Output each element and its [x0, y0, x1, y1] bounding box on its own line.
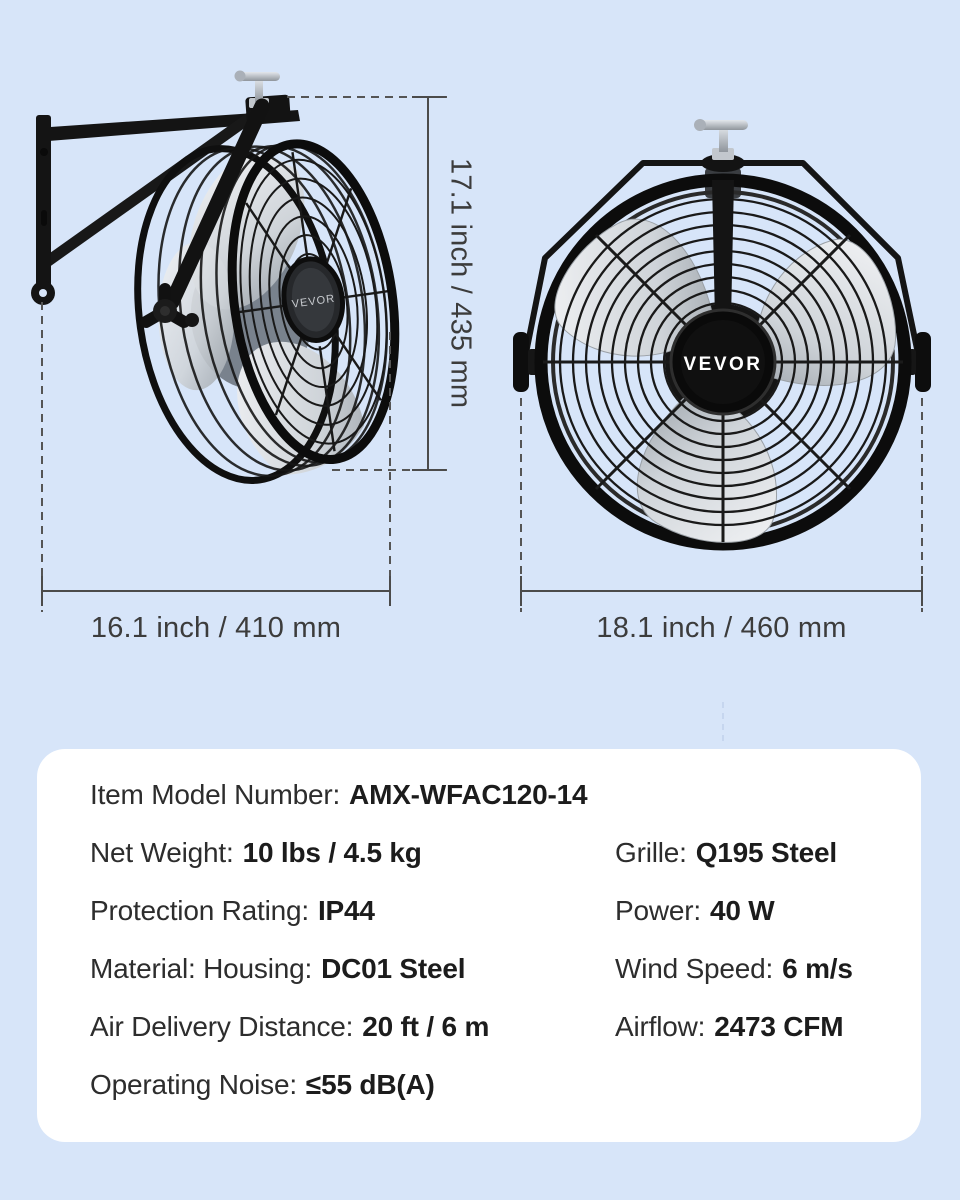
spec-label: Wind Speed:	[615, 953, 774, 984]
front-fan-brand-logo: VEVOR	[683, 354, 762, 375]
spec-item-net-weight: Net Weight: 10 lbs / 4.5 kg	[90, 824, 489, 882]
spec-value: 6 m/s	[782, 953, 853, 984]
front-width-dimension-lines	[520, 398, 923, 612]
spec-item-protection-rating: Protection Rating: IP44	[90, 882, 489, 940]
wall-mount-bracket	[31, 110, 300, 305]
dimension-annotations	[41, 96, 923, 744]
spec-value: 20 ft / 6 m	[362, 1011, 490, 1042]
height-dimension-lines	[287, 96, 447, 471]
spec-value: IP44	[317, 895, 375, 926]
tilt-arm-and-knob	[139, 98, 270, 328]
spec-value: Q195 Steel	[695, 837, 837, 868]
front-fan-hub: VEVOR	[669, 308, 777, 416]
spec-value: DC01 Steel	[321, 953, 466, 984]
spec-label: Grille:	[615, 837, 687, 868]
specs-right-column: Grille: Q195 Steel Power: 40 W Wind Speed:…	[615, 824, 853, 1056]
spec-item-air-delivery-distance: Air Delivery Distance: 20 ft / 6 m	[90, 998, 489, 1056]
spec-item-power: Power: 40 W	[615, 882, 853, 940]
dimension-label-height: 17.1 inch / 435 mm	[444, 158, 477, 409]
spec-label: Operating Noise:	[90, 1069, 297, 1100]
spec-item-operating-noise: Operating Noise: ≤55 dB(A)	[90, 1056, 489, 1114]
spec-item-grille: Grille: Q195 Steel	[615, 824, 853, 882]
spec-value: 40 W	[709, 895, 775, 926]
front-fan-cage: VEVOR	[534, 173, 912, 551]
side-fan-hub: VEVOR	[281, 256, 345, 343]
side-view-fan-illustration: VEVOR	[31, 70, 400, 490]
spec-item-material: Material: Housing: DC01 Steel	[90, 940, 489, 998]
spec-label: Material: Housing:	[90, 953, 313, 984]
side-width-dimension-lines	[41, 302, 391, 612]
spec-label: Item Model Number:	[90, 779, 341, 810]
spec-item-model: Item Model Number: AMX-WFAC120-14	[90, 766, 588, 824]
dimension-label-front-width: 18.1 inch / 460 mm	[596, 612, 847, 644]
spec-label: Airflow:	[615, 1011, 706, 1042]
specs-panel: Item Model Number: AMX-WFAC120-14 Net Wei…	[37, 749, 921, 1142]
front-view-fan-illustration: VEVOR	[513, 119, 931, 551]
spec-value: ≤55 dB(A)	[305, 1069, 435, 1100]
spec-label: Power:	[615, 895, 701, 926]
fan-dimension-illustration: VEVOR	[31, 70, 931, 744]
spec-label: Protection Rating:	[90, 895, 309, 926]
spec-label: Air Delivery Distance:	[90, 1011, 354, 1042]
specs-left-column: Net Weight: 10 lbs / 4.5 kg Protection Ra…	[90, 824, 489, 1114]
spec-value: 10 lbs / 4.5 kg	[242, 837, 422, 868]
front-fan-blades	[554, 218, 897, 543]
side-fan-brand-logo: VEVOR	[291, 293, 336, 311]
spec-value: AMX-WFAC120-14	[349, 779, 588, 810]
spec-item-airflow: Airflow: 2473 CFM	[615, 998, 853, 1056]
spec-item-wind-speed: Wind Speed: 6 m/s	[615, 940, 853, 998]
dimension-label-side-width: 16.1 inch / 410 mm	[90, 612, 342, 644]
spec-value: 2473 CFM	[714, 1011, 844, 1042]
spec-label: Net Weight:	[90, 837, 234, 868]
motor-support-bar	[712, 180, 734, 320]
